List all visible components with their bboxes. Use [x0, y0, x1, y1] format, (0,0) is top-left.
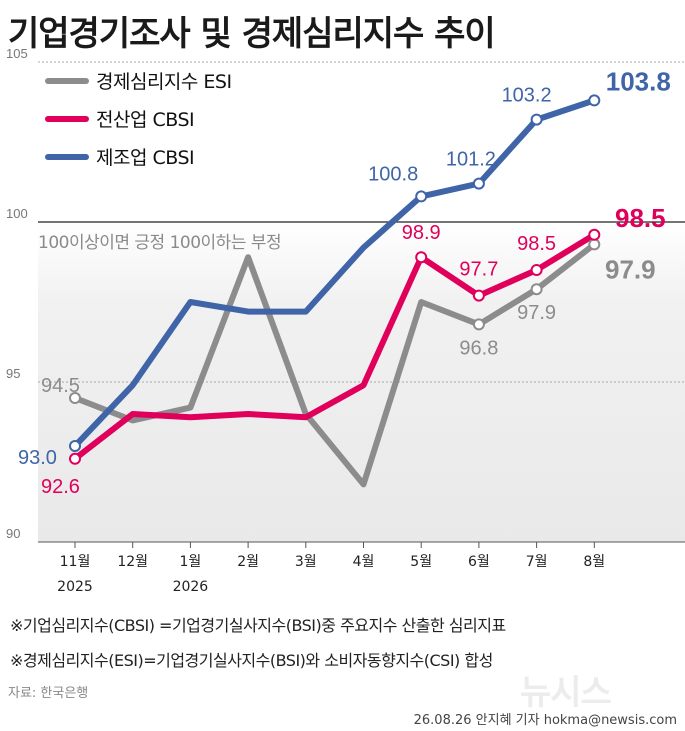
plot-shaded-band — [38, 222, 685, 542]
data-label: 101.2 — [446, 149, 496, 171]
data-point-marker — [530, 283, 543, 296]
x-tick-label: 7월 — [526, 554, 548, 570]
data-point-marker — [69, 392, 81, 404]
x-year-label: 2025 — [57, 579, 93, 595]
x-tick-label: 2월 — [237, 554, 259, 570]
x-tick-label: 1월 — [180, 554, 202, 570]
data-point-marker — [588, 94, 601, 107]
data-point-marker — [588, 238, 601, 251]
x-tick-label: 3월 — [295, 554, 317, 570]
data-point-marker — [588, 228, 601, 241]
data-label: 100.8 — [368, 163, 418, 185]
footnote-esi: ※경제심리지수(ESI)=기업경기실사지수(BSI)와 소비자동향지수(CSI)… — [10, 651, 493, 670]
x-year-label: 2026 — [173, 579, 209, 595]
data-point-marker — [530, 264, 543, 276]
x-tick-label: 8월 — [583, 554, 605, 570]
data-label: 97.9 — [517, 302, 556, 324]
threshold-annotation: 100이상이면 긍정 100이하는 부정 — [38, 233, 281, 253]
legend-label: 전산업 CBSI — [96, 109, 194, 131]
data-point-marker — [415, 251, 428, 264]
data-label: 103.8 — [606, 66, 671, 96]
y-tick-label: 105 — [6, 46, 28, 61]
y-tick-label: 100 — [6, 206, 28, 221]
data-label: 98.5 — [615, 203, 666, 233]
data-point-marker — [415, 190, 428, 203]
data-label: 97.9 — [605, 254, 656, 284]
legend-label: 경제심리지수 ESI — [96, 71, 232, 93]
chart-title: 기업경기조사 및 경제심리지수 추이 — [8, 14, 496, 54]
series-line-2 — [72, 97, 598, 449]
data-label: 94.5 — [41, 375, 80, 397]
x-tick-label: 11월 — [60, 554, 91, 570]
data-label: 98.9 — [402, 222, 441, 244]
byline: 26.08.26 안지혜 기자 hokma@newsis.com — [413, 713, 677, 728]
x-tick-label: 6월 — [468, 554, 490, 570]
data-point-marker — [530, 113, 543, 126]
footnote-cbsi: ※기업심리지수(CBSI) =기업경기실사지수(BSI)중 주요지수 산출한 심… — [10, 616, 506, 635]
data-label: 96.8 — [459, 337, 498, 359]
data-point-marker — [472, 289, 485, 302]
data-point-marker — [472, 177, 485, 190]
data-label: 97.7 — [459, 259, 498, 281]
data-point-marker — [472, 318, 485, 331]
newsis-watermark: 뉴시스 — [520, 673, 612, 713]
y-tick-label: 95 — [6, 366, 20, 381]
data-label: 93.0 — [18, 447, 57, 469]
data-point-marker — [69, 452, 81, 465]
x-tick-label: 5월 — [410, 554, 432, 570]
x-tick-label: 12월 — [117, 554, 148, 570]
data-point-marker — [69, 440, 81, 452]
data-label: 98.5 — [517, 233, 556, 255]
x-tick-label: 4월 — [353, 554, 375, 570]
legend-label: 제조업 CBSI — [96, 147, 194, 169]
y-tick-label: 90 — [6, 526, 20, 541]
source-label: 자료: 한국은행 — [8, 686, 89, 701]
data-label: 103.2 — [502, 85, 552, 107]
series-line-1 — [72, 231, 598, 462]
data-label: 92.6 — [41, 476, 80, 498]
